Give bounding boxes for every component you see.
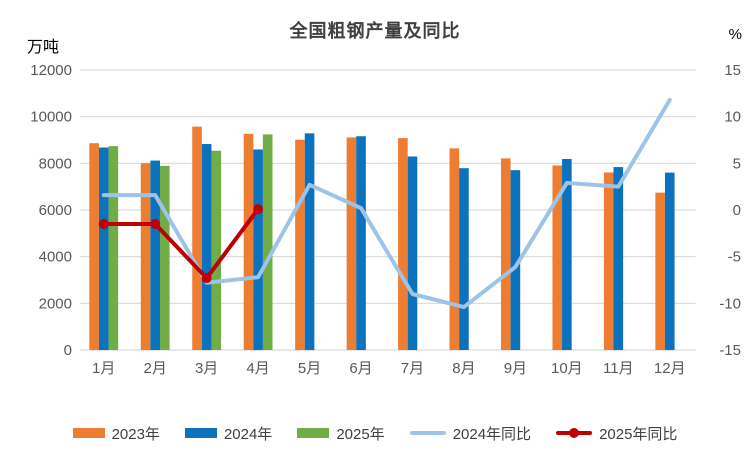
bar-2024年-m11	[613, 167, 624, 350]
legend-item-2023年: 2023年	[72, 423, 160, 444]
bar-2025年-m3	[211, 150, 222, 350]
x-tick-m9: 9月	[504, 360, 527, 377]
bar-2023年-m8	[449, 148, 460, 350]
line-2025年同比	[101, 207, 261, 281]
y-left-tick-0: 0	[64, 342, 72, 359]
bar-2024年-m3	[201, 144, 212, 350]
right-axis-unit-label: %	[728, 26, 742, 43]
y-right-tick-15: 15	[724, 62, 741, 79]
bar-2024年-m12	[664, 172, 675, 350]
y-right-tick--15: -15	[719, 342, 741, 359]
legend-line-swatch-2024年同比	[409, 427, 446, 439]
y-right-tick-10: 10	[724, 109, 741, 126]
legend-item-2025年同比: 2025年同比	[556, 423, 677, 444]
bar-2023年-m3	[192, 126, 202, 350]
x-tick-m5: 5月	[298, 360, 321, 377]
bar-2025年-m1	[108, 146, 119, 350]
marker-2025年同比-m4	[253, 204, 264, 215]
bar-2023年-m1	[89, 143, 99, 350]
x-tick-m6: 6月	[349, 360, 372, 377]
y-left-tick-10000: 10000	[30, 109, 72, 126]
y-right-tick-5: 5	[733, 155, 741, 172]
marker-2025年同比-m2	[150, 219, 161, 229]
x-tick-m11: 11月	[603, 360, 634, 377]
x-tick-m10: 10月	[551, 360, 583, 377]
chart-title: 全国粗钢产量及同比	[289, 21, 461, 41]
bar-2024年-m5	[304, 133, 315, 350]
marker-2025年同比-m1	[98, 219, 109, 229]
legend-label-2024年: 2024年	[223, 425, 273, 443]
legend-line-swatch-2025年同比	[556, 427, 593, 439]
legend-item-2024年同比: 2024年同比	[409, 423, 532, 444]
bar-2024年-m8	[459, 168, 469, 350]
y-right-tick--10: -10	[719, 295, 741, 312]
bar-2024年-m10	[562, 158, 572, 350]
bar-2023年-m2	[140, 163, 151, 350]
bar-2023年-m12	[655, 192, 665, 350]
bar-2023年-m6	[346, 137, 357, 350]
y-left-tick-2000: 2000	[39, 295, 72, 312]
x-tick-m7: 7月	[401, 360, 424, 377]
y-left-tick-6000: 6000	[39, 202, 72, 219]
y-right-tick--5: -5	[728, 249, 741, 266]
legend-item-2025年: 2025年	[297, 423, 385, 444]
line-2024年同比	[101, 97, 672, 310]
legend-bar-swatch-2025年	[297, 428, 330, 438]
marker-2025年同比-m3	[201, 273, 212, 284]
bar-2024年-m2	[150, 160, 160, 350]
y-left-tick-8000: 8000	[39, 155, 72, 172]
legend-label-2025年同比: 2025年同比	[599, 425, 678, 443]
legend-label-2024年同比: 2024年同比	[452, 425, 532, 443]
legend-label-2023年: 2023年	[111, 425, 160, 443]
bar-2023年-m11	[603, 172, 614, 350]
bar-2023年-m9	[500, 158, 511, 350]
bar-2023年-m5	[295, 139, 305, 350]
x-tick-m8: 8月	[452, 360, 475, 377]
x-tick-m2: 2月	[144, 360, 167, 377]
x-tick-m12: 12月	[654, 360, 686, 377]
bar-2025年-m2	[159, 165, 170, 350]
bar-2025年-m4	[262, 134, 273, 350]
bar-2024年-m9	[510, 170, 521, 350]
bar-2024年-m4	[253, 149, 263, 350]
legend-bar-swatch-2023年	[72, 428, 105, 438]
x-tick-m3: 3月	[195, 360, 218, 377]
x-tick-m1: 1月	[92, 360, 115, 377]
bar-2023年-m10	[552, 165, 563, 350]
bar-2023年-m4	[243, 133, 254, 350]
left-axis-unit-label: 万吨	[27, 39, 60, 56]
bar-2024年-m1	[98, 147, 109, 350]
y-left-tick-12000: 12000	[30, 62, 72, 79]
chart-legend: 2023年 2024年 2025年 2024年同比 2025年同比	[0, 419, 750, 447]
bar-2024年-m6	[356, 136, 366, 350]
legend-bar-swatch-2024年	[184, 428, 217, 438]
y-right-tick-0: 0	[733, 202, 741, 219]
bar-2024年-m7	[407, 156, 418, 350]
x-tick-m4: 4月	[246, 360, 269, 377]
legend-item-2024年: 2024年	[184, 423, 273, 444]
bar-2023年-m7	[398, 138, 408, 350]
y-left-tick-4000: 4000	[39, 249, 72, 266]
legend-label-2025年: 2025年	[336, 425, 385, 443]
